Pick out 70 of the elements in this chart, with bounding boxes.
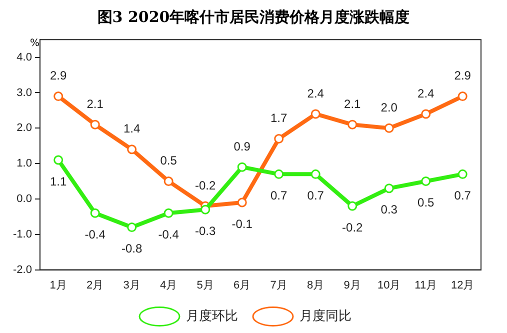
y-tick-label: 2.0 (16, 122, 32, 134)
data-label: 2.4 (418, 86, 435, 100)
y-tick-label: -2.0 (12, 264, 32, 276)
point (237, 162, 247, 172)
data-label: 1.7 (270, 111, 288, 126)
data-label: 1.4 (123, 122, 141, 136)
y-axis-title: % (30, 38, 40, 49)
data-label: 2.0 (380, 100, 398, 114)
legend-label: 月度环比 (186, 308, 238, 324)
data-label: 2.9 (454, 68, 472, 83)
point (54, 155, 64, 165)
point (127, 222, 137, 232)
x-tick-label: 2月 (86, 279, 104, 292)
data-label: 0.7 (454, 188, 472, 202)
point (274, 169, 284, 179)
point (384, 123, 394, 133)
point (164, 176, 174, 186)
y-tick-label: 0.0 (16, 193, 32, 205)
point (421, 109, 431, 119)
data-label: -0.8 (121, 242, 142, 256)
data-label: 0.5 (418, 196, 435, 210)
data-label: -0.1 (232, 216, 253, 231)
y-tick-label: 1.0 (16, 158, 32, 170)
data-label: 2.1 (344, 96, 362, 111)
y-tick-label: -1.0 (12, 228, 32, 240)
data-label: 0.9 (234, 139, 251, 154)
x-tick-label: 1月 (50, 279, 67, 292)
point (421, 176, 431, 186)
point (237, 198, 247, 208)
point (310, 169, 320, 179)
point (127, 144, 137, 154)
y-tick-label: 4.0 (16, 51, 32, 64)
y-tick-label: 3.0 (16, 86, 32, 99)
data-label: 1.1 (50, 174, 67, 188)
point (164, 208, 174, 218)
x-tick-label: 3月 (123, 279, 140, 292)
x-tick-label: 7月 (270, 279, 288, 292)
point (310, 109, 320, 119)
x-tick-label: 6月 (234, 279, 251, 292)
data-label: 0.3 (380, 202, 398, 217)
data-label: -0.4 (158, 227, 180, 242)
point (54, 92, 64, 102)
point (274, 134, 284, 144)
x-tick-label: 9月 (344, 279, 361, 292)
data-label: -0.2 (195, 178, 216, 192)
point (458, 92, 468, 102)
data-label: 2.4 (307, 86, 324, 100)
point (384, 184, 394, 194)
x-tick-label: 11月 (414, 279, 438, 292)
legend-label: 月度同比 (300, 308, 352, 324)
chart-title: 图3 2020年喀什市居民消费价格月度涨跌幅度 (96, 8, 411, 27)
x-tick-label: 8月 (307, 279, 324, 292)
data-label: 2.9 (50, 68, 67, 83)
point (458, 169, 468, 179)
data-label: 2.1 (86, 96, 104, 111)
data-label: 0.7 (307, 188, 324, 202)
point (200, 204, 210, 214)
point (348, 201, 358, 211)
data-label: -0.3 (195, 224, 216, 238)
x-tick-label: 5月 (196, 279, 214, 292)
point (348, 120, 358, 130)
data-label: 0.5 (160, 154, 178, 168)
x-tick-label: 12月 (451, 279, 474, 292)
point (90, 120, 100, 130)
data-label: 0.7 (270, 188, 288, 202)
point (90, 208, 100, 218)
data-label: -0.2 (342, 220, 364, 234)
data-label: -0.4 (84, 227, 106, 242)
x-tick-label: 4月 (160, 279, 178, 292)
x-tick-label: 10月 (377, 279, 401, 292)
